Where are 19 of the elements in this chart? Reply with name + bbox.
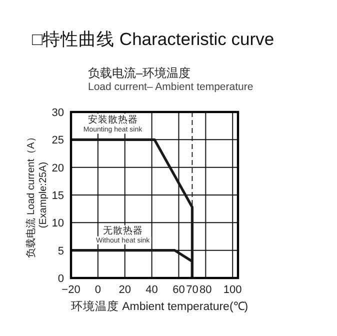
x-tick-label: 40 xyxy=(146,284,158,296)
chart-subtitle: 负载电流–环境温度 Load current– Ambient temperature xyxy=(88,66,254,93)
x-tick-label: 80 xyxy=(200,284,212,296)
x-axis-title: 环境温度 Ambient temperature(℃) xyxy=(70,299,248,313)
chart-title: □特性曲线 Characteristic curve xyxy=(32,29,274,49)
x-tick-label: 70 xyxy=(186,284,198,296)
x-tick-label: 100 xyxy=(223,284,242,296)
x-tick-label: 0 xyxy=(94,284,101,296)
x-tick-label: 20 xyxy=(118,284,131,296)
y-tick-label: 15 xyxy=(52,190,64,202)
x-tick-label: −20 xyxy=(62,284,80,296)
y-tick-label: 20 xyxy=(52,162,64,174)
x-tick-label: 60 xyxy=(172,284,185,296)
y-tick-label: 25 xyxy=(52,134,64,147)
y-tick-label: 5 xyxy=(58,245,64,258)
y-axis-title: 负载电流 Load current（A） (Example:25A) xyxy=(25,132,49,258)
y-tick-label: 10 xyxy=(52,218,64,230)
y-tick-label: 0 xyxy=(58,273,64,285)
y-tick-label: 30 xyxy=(52,107,64,119)
